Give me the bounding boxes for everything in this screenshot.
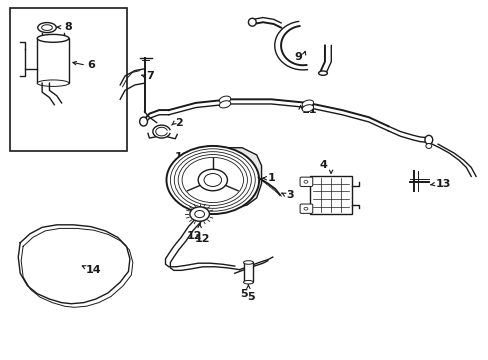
Text: 13: 13 bbox=[435, 179, 450, 189]
Bar bbox=[310, 176, 351, 214]
Text: 3: 3 bbox=[285, 190, 293, 200]
FancyBboxPatch shape bbox=[300, 177, 312, 186]
Text: 11: 11 bbox=[302, 105, 317, 115]
Ellipse shape bbox=[37, 80, 69, 86]
Text: 6: 6 bbox=[87, 60, 95, 70]
Ellipse shape bbox=[302, 100, 313, 107]
Circle shape bbox=[304, 180, 307, 183]
Ellipse shape bbox=[243, 261, 253, 264]
Circle shape bbox=[166, 146, 259, 214]
FancyBboxPatch shape bbox=[300, 204, 312, 213]
Circle shape bbox=[194, 211, 204, 218]
Circle shape bbox=[203, 174, 221, 186]
Text: 12: 12 bbox=[194, 234, 209, 244]
Circle shape bbox=[198, 169, 227, 191]
Text: 5: 5 bbox=[246, 292, 254, 302]
Polygon shape bbox=[207, 148, 261, 209]
Ellipse shape bbox=[425, 143, 431, 148]
Ellipse shape bbox=[219, 96, 230, 103]
Ellipse shape bbox=[318, 71, 327, 75]
Ellipse shape bbox=[302, 105, 313, 112]
Text: 4: 4 bbox=[319, 160, 327, 170]
Text: 9: 9 bbox=[294, 52, 302, 62]
Bar bbox=[37, 39, 69, 83]
Text: 8: 8 bbox=[64, 22, 72, 32]
Text: 5: 5 bbox=[239, 289, 247, 299]
Ellipse shape bbox=[219, 101, 230, 108]
Ellipse shape bbox=[424, 135, 432, 144]
Ellipse shape bbox=[37, 35, 69, 42]
Circle shape bbox=[304, 207, 307, 210]
Ellipse shape bbox=[248, 18, 256, 26]
Circle shape bbox=[189, 207, 209, 221]
Text: 14: 14 bbox=[86, 265, 102, 275]
Bar bbox=[10, 8, 127, 151]
Text: 12: 12 bbox=[186, 231, 202, 240]
Ellipse shape bbox=[140, 117, 147, 126]
Ellipse shape bbox=[41, 25, 52, 31]
Text: 1: 1 bbox=[267, 173, 275, 183]
Bar bbox=[243, 262, 253, 282]
Text: 7: 7 bbox=[146, 71, 153, 81]
Text: 2: 2 bbox=[175, 118, 183, 128]
Text: 10: 10 bbox=[174, 152, 189, 162]
Ellipse shape bbox=[243, 280, 253, 284]
Ellipse shape bbox=[38, 23, 56, 33]
